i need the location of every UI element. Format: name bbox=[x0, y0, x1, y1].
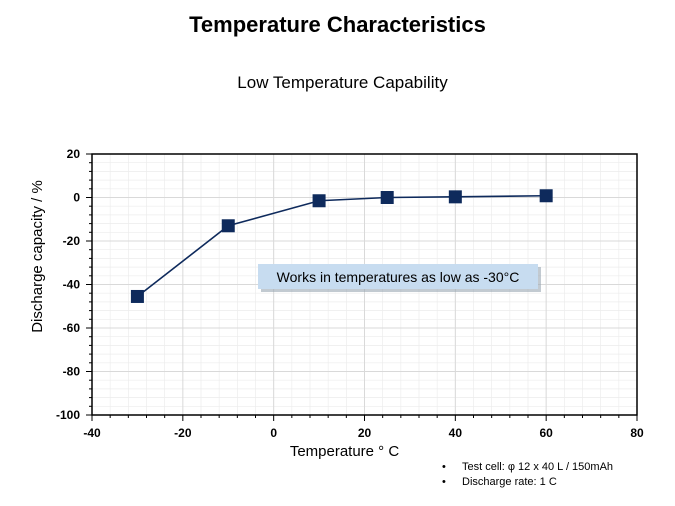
chart-subtitle: Low Temperature Capability bbox=[237, 73, 448, 92]
y-tick-label: -80 bbox=[63, 365, 81, 379]
note-discharge-rate: Discharge rate: 1 C bbox=[442, 475, 613, 490]
test-notes: Test cell: φ 12 x 40 L / 150mAh Discharg… bbox=[442, 460, 613, 490]
data-point bbox=[539, 189, 553, 203]
x-tick-labels: -40 -20 0 20 40 60 80 bbox=[83, 426, 644, 440]
data-point bbox=[448, 190, 462, 204]
x-tick-label: 0 bbox=[270, 426, 277, 440]
y-axis-label: Discharge capacity / % bbox=[29, 180, 46, 333]
y-tick-label: 20 bbox=[67, 147, 81, 161]
data-point bbox=[130, 289, 144, 303]
axis-ticks bbox=[86, 153, 638, 421]
data-point bbox=[312, 194, 326, 208]
x-tick-label: 60 bbox=[539, 426, 553, 440]
y-tick-labels: 20 0 -20 -40 -60 -80 -100 bbox=[56, 147, 80, 422]
annotation-text: Works in temperatures as low as -30°C bbox=[277, 269, 520, 285]
annotation-box bbox=[258, 264, 538, 289]
y-tick-label: -100 bbox=[56, 408, 80, 422]
y-tick-label: 0 bbox=[73, 191, 80, 205]
data-point bbox=[221, 219, 235, 233]
note-test-cell: Test cell: φ 12 x 40 L / 150mAh bbox=[442, 460, 613, 475]
data-markers bbox=[130, 189, 553, 303]
x-tick-label: 20 bbox=[358, 426, 372, 440]
page-title: Temperature Characteristics bbox=[189, 12, 486, 37]
y-tick-label: -40 bbox=[63, 278, 81, 292]
data-point bbox=[380, 191, 394, 204]
x-axis-label: Temperature ° C bbox=[290, 443, 400, 460]
x-tick-label: 80 bbox=[630, 426, 644, 440]
x-tick-label: -40 bbox=[83, 426, 101, 440]
x-tick-label: 40 bbox=[449, 426, 463, 440]
series-line bbox=[136, 194, 547, 298]
annotation-group: Works in temperatures as low as -30°C bbox=[258, 264, 541, 292]
y-tick-label: -20 bbox=[63, 234, 81, 248]
y-tick-label: -60 bbox=[63, 321, 81, 335]
x-tick-label: -20 bbox=[174, 426, 192, 440]
